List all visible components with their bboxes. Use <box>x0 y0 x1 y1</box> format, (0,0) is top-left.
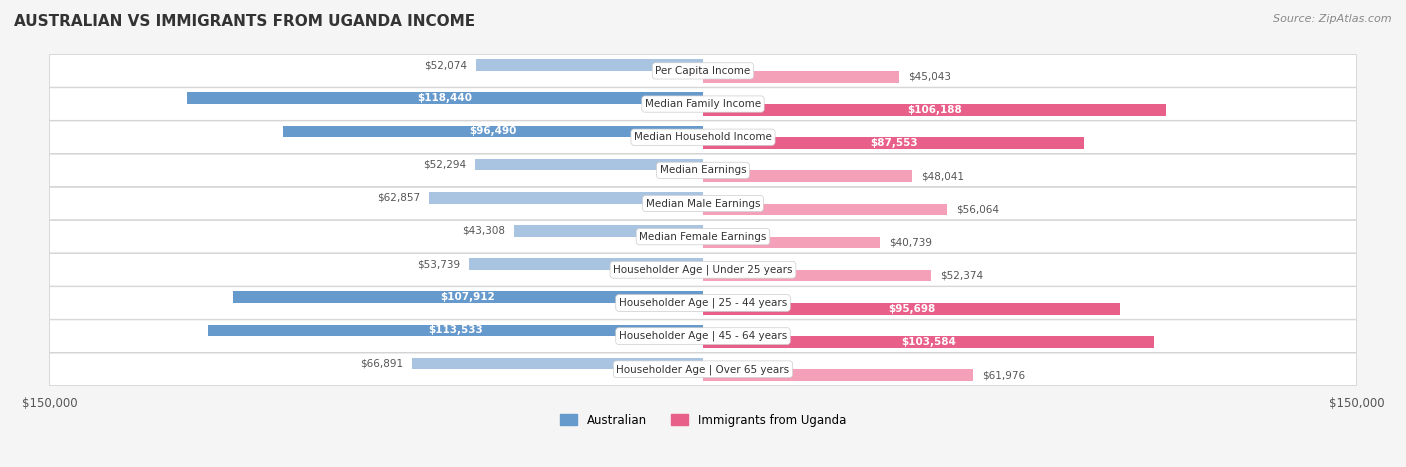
Text: $113,533: $113,533 <box>429 325 484 335</box>
FancyBboxPatch shape <box>49 187 1357 220</box>
Text: Median Female Earnings: Median Female Earnings <box>640 232 766 241</box>
Text: $66,891: $66,891 <box>360 359 404 368</box>
Text: AUSTRALIAN VS IMMIGRANTS FROM UGANDA INCOME: AUSTRALIAN VS IMMIGRANTS FROM UGANDA INC… <box>14 14 475 29</box>
Text: Per Capita Income: Per Capita Income <box>655 66 751 76</box>
Text: $45,043: $45,043 <box>908 72 950 82</box>
Bar <box>703 369 973 381</box>
Text: Source: ZipAtlas.com: Source: ZipAtlas.com <box>1274 14 1392 24</box>
Bar <box>703 303 1121 315</box>
Bar <box>412 358 703 369</box>
Bar <box>703 170 912 182</box>
Bar <box>703 137 1084 149</box>
Text: Householder Age | 25 - 44 years: Householder Age | 25 - 44 years <box>619 298 787 308</box>
Text: $52,294: $52,294 <box>423 160 467 170</box>
Bar <box>703 237 880 248</box>
Text: $52,374: $52,374 <box>939 270 983 281</box>
Text: $103,584: $103,584 <box>901 337 956 347</box>
Bar <box>187 92 703 104</box>
Text: Median Earnings: Median Earnings <box>659 165 747 175</box>
Text: $53,739: $53,739 <box>418 259 460 269</box>
Text: $95,698: $95,698 <box>887 304 935 314</box>
FancyBboxPatch shape <box>49 220 1357 253</box>
Bar <box>208 325 703 336</box>
Bar <box>515 225 703 237</box>
Bar <box>233 291 703 303</box>
Bar <box>468 258 703 270</box>
Text: $87,553: $87,553 <box>870 138 918 148</box>
Text: Median Household Income: Median Household Income <box>634 132 772 142</box>
Bar <box>703 336 1154 348</box>
Bar <box>429 192 703 204</box>
FancyBboxPatch shape <box>49 154 1357 187</box>
Bar <box>703 270 931 282</box>
Text: Householder Age | Under 25 years: Householder Age | Under 25 years <box>613 265 793 275</box>
Legend: Australian, Immigrants from Uganda: Australian, Immigrants from Uganda <box>555 409 851 432</box>
Bar <box>703 71 900 83</box>
Text: $107,912: $107,912 <box>440 292 495 302</box>
FancyBboxPatch shape <box>49 121 1357 154</box>
FancyBboxPatch shape <box>49 55 1357 87</box>
FancyBboxPatch shape <box>49 254 1357 286</box>
Bar <box>703 204 948 215</box>
Text: $56,064: $56,064 <box>956 204 998 214</box>
Bar <box>283 126 703 137</box>
Text: Householder Age | Over 65 years: Householder Age | Over 65 years <box>616 364 790 375</box>
Text: $43,308: $43,308 <box>463 226 506 236</box>
Text: $61,976: $61,976 <box>981 370 1025 380</box>
Text: Median Family Income: Median Family Income <box>645 99 761 109</box>
Text: Median Male Earnings: Median Male Earnings <box>645 198 761 208</box>
Text: $48,041: $48,041 <box>921 171 965 181</box>
Text: $106,188: $106,188 <box>907 105 962 115</box>
Text: $96,490: $96,490 <box>470 127 516 136</box>
FancyBboxPatch shape <box>49 353 1357 386</box>
FancyBboxPatch shape <box>49 320 1357 353</box>
Bar <box>703 104 1166 116</box>
Text: $62,857: $62,857 <box>377 193 420 203</box>
FancyBboxPatch shape <box>49 287 1357 319</box>
Text: $118,440: $118,440 <box>418 93 472 103</box>
Text: Householder Age | 45 - 64 years: Householder Age | 45 - 64 years <box>619 331 787 341</box>
Bar <box>475 159 703 170</box>
FancyBboxPatch shape <box>49 88 1357 120</box>
Bar <box>477 59 703 71</box>
Text: $40,739: $40,739 <box>889 237 932 248</box>
Text: $52,074: $52,074 <box>425 60 467 70</box>
